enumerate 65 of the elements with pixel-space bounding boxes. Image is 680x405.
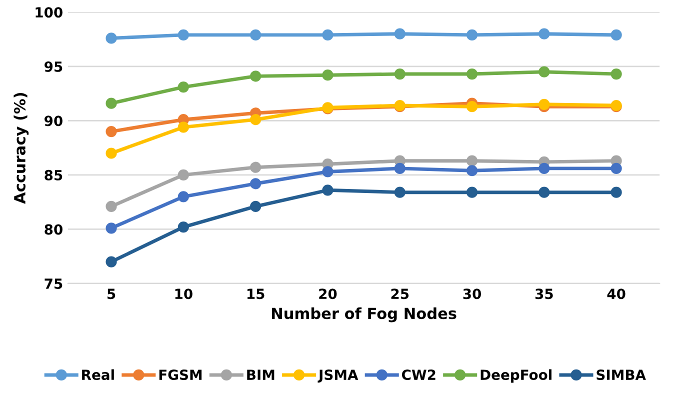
- point: [466, 155, 478, 166]
- point: [106, 256, 117, 268]
- point: [106, 32, 117, 44]
- x-tick-label: 15: [247, 288, 264, 300]
- point: [394, 28, 406, 40]
- point: [106, 222, 117, 234]
- point: [178, 29, 189, 40]
- y-tick-label: 95: [44, 61, 62, 72]
- point: [250, 114, 262, 126]
- x-tick-label: 35: [535, 288, 553, 300]
- point: [322, 70, 334, 81]
- point: [610, 186, 622, 198]
- legend-label: CW2: [402, 370, 436, 380]
- point: [250, 29, 262, 40]
- point: [106, 200, 117, 212]
- point: [538, 66, 550, 78]
- point: [322, 184, 334, 196]
- point: [466, 101, 478, 112]
- point: [610, 68, 622, 80]
- y-tick-label: 75: [44, 278, 62, 289]
- x-tick-label: 20: [319, 288, 337, 300]
- point: [466, 68, 478, 80]
- point: [106, 148, 117, 159]
- point: [466, 29, 478, 40]
- point: [322, 166, 334, 178]
- point: [106, 98, 117, 109]
- x-tick-label: 40: [607, 288, 626, 300]
- point: [178, 222, 189, 233]
- point: [250, 178, 262, 190]
- point: [394, 162, 406, 174]
- legend-label: SIMBA: [596, 370, 646, 380]
- x-tick-label: 25: [391, 288, 409, 300]
- point: [178, 191, 189, 202]
- point: [178, 169, 189, 181]
- y-tick-label: 80: [44, 224, 62, 235]
- legend-label: BIM: [247, 370, 274, 380]
- point: [394, 68, 406, 80]
- x-tick-label: 10: [175, 288, 192, 300]
- legend-label: DeepFool: [480, 369, 552, 383]
- point: [538, 162, 550, 174]
- legend-label: Real: [82, 369, 114, 380]
- y-tick-label: 90: [44, 116, 62, 126]
- point: [178, 81, 189, 93]
- legend-label: JSMA: [318, 370, 358, 383]
- point: [106, 126, 117, 138]
- point: [538, 98, 550, 110]
- legend-label: FGSM: [159, 370, 202, 380]
- point: [610, 162, 622, 174]
- y-tick-label: 85: [44, 170, 62, 180]
- y-tick-label: 100: [36, 7, 62, 18]
- point: [466, 186, 478, 198]
- x-axis-title: Number of Fog Nodes: [272, 307, 456, 322]
- point: [322, 29, 334, 40]
- point: [250, 200, 262, 212]
- point: [178, 122, 189, 133]
- point: [394, 186, 406, 198]
- x-tick-label: 5: [108, 288, 116, 300]
- point: [538, 28, 550, 40]
- point: [466, 165, 478, 176]
- x-tick-label: 30: [463, 288, 482, 300]
- point: [250, 162, 262, 173]
- point: [250, 70, 262, 82]
- point: [538, 186, 550, 198]
- point: [610, 29, 622, 40]
- y-axis-title: Accuracy (%): [14, 93, 29, 204]
